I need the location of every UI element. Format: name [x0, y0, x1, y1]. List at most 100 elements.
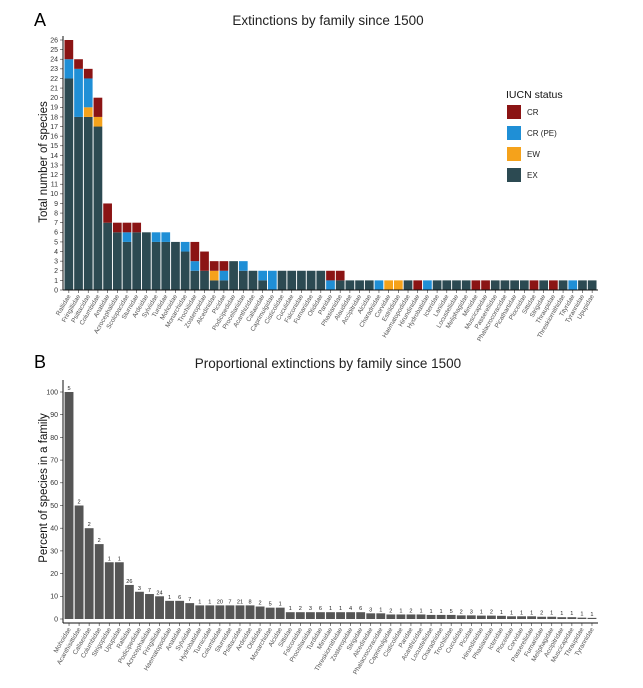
bar-acanthizidae-ex — [248, 270, 258, 290]
y-tick-label: 0 — [54, 616, 58, 623]
bar-paridae-cr-pe — [326, 280, 335, 290]
bar-thraupidae-cr — [549, 280, 558, 290]
bar-cuculidae-ex — [287, 270, 297, 290]
bar-phasianidae-ex — [335, 280, 345, 290]
chart-b-ylabel: Percent of species in a family — [38, 413, 50, 563]
bar-mohoidae-ex — [171, 241, 180, 290]
bar-count-label: 2 — [490, 610, 493, 616]
y-tick-label: 80 — [50, 435, 58, 442]
bar-count-label: 1 — [339, 606, 342, 612]
chart-a-legend: IUCN status CR CR (PE) EW EX — [506, 89, 563, 182]
bar-passerellidae — [527, 616, 537, 619]
bar-upupidae — [114, 562, 124, 619]
y-tick-label: 12 — [50, 172, 58, 179]
bar-count-label: 2 — [389, 608, 392, 614]
bar-callaeidae — [84, 528, 94, 619]
y-tick-label: 30 — [50, 548, 58, 555]
bar-count-label: 20 — [217, 599, 223, 605]
legend-swatch-ex — [507, 168, 521, 182]
bar-rallidae-cr-pe — [64, 59, 74, 79]
bar-locustellidae — [426, 614, 436, 619]
bar-trochilidae — [446, 614, 456, 619]
y-tick-label: 19 — [50, 105, 58, 112]
bar-count-label: 7 — [228, 599, 231, 605]
bar-count-label: 1 — [419, 608, 422, 614]
y-tick-label: 25 — [50, 47, 58, 54]
bar-zosteropidae-ex — [200, 270, 209, 290]
bar-count-label: 2 — [88, 522, 91, 528]
y-tick-label: 100 — [46, 389, 58, 396]
bar-count-label: 2 — [98, 538, 101, 544]
bar-sylviidae-ex — [151, 241, 161, 290]
y-tick-label: 16 — [50, 134, 58, 141]
bar-phalacrocoracidae-ex — [500, 280, 510, 290]
chart-a-ylabel: Total number of species — [38, 101, 50, 223]
legend-label-cr-pe: CR (PE) — [527, 129, 557, 138]
y-tick-label: 17 — [50, 124, 58, 131]
bar-count-label: 1 — [430, 609, 433, 615]
bar-count-label: 1 — [279, 602, 282, 608]
bar-rallidae-ex — [64, 78, 74, 290]
bar-count-label: 3 — [369, 607, 372, 613]
bar-meliphagidae — [547, 616, 557, 619]
bar-zosteropidae-cr — [200, 251, 209, 271]
bar-count-label: 1 — [510, 610, 513, 616]
bar-ploceidae-ex — [519, 280, 529, 290]
y-tick-label: 60 — [50, 480, 58, 487]
bar-paridae-cr — [326, 270, 335, 281]
bar-count-label: 2 — [78, 500, 81, 506]
bar-count-label: 1 — [208, 599, 211, 605]
y-tick-label: 14 — [50, 153, 58, 160]
bar-procellariidae-cr-pe — [238, 261, 248, 271]
bar-fringillidae — [155, 596, 164, 619]
bar-acrocephalidae-ex — [112, 232, 122, 290]
bar-caprimulgidae — [386, 614, 396, 619]
bar-acrocephalidae — [145, 594, 154, 619]
bar-charadriidae-cr-pe — [374, 280, 384, 290]
bar-count-label: 6 — [359, 606, 362, 612]
bar-phalacrocoracidae — [376, 613, 386, 619]
bar-count-label: 3 — [470, 609, 473, 615]
bar-accipitridae-ex — [355, 280, 364, 290]
bar-count-label: 1 — [530, 610, 533, 616]
bar-acanthisittidae — [74, 505, 84, 619]
bar-phasianidae — [486, 615, 496, 619]
chart-a-title: Extinctions by family since 1500 — [232, 13, 423, 28]
bar-alcidae-ex — [364, 280, 374, 290]
y-tick-label: 5 — [54, 239, 58, 246]
bar-count-label: 5 — [269, 602, 272, 608]
chart-b-title: Proportional extinctions by family since… — [195, 356, 461, 371]
bar-anatidae — [175, 600, 185, 619]
bar-picidae — [466, 615, 476, 619]
y-tick-label: 70 — [50, 458, 58, 465]
bar-count-label: 1 — [580, 612, 583, 618]
y-tick-label: 3 — [54, 259, 58, 266]
bar-count-label: 2 — [540, 611, 543, 617]
bar-callaeidae-cr-pe — [258, 270, 268, 281]
bar-corvidae-ew — [384, 280, 394, 290]
bar-count-label: 1 — [500, 610, 503, 616]
legend-swatch-cr-pe — [507, 126, 521, 140]
bar-icteridae-ex — [432, 280, 442, 290]
y-tick-label: 10 — [50, 594, 58, 601]
bar-hirundinidae-cr — [413, 280, 423, 290]
bar-count-label: 3 — [138, 586, 141, 592]
bar-muscicapidae-cr — [481, 280, 490, 290]
bar-count-label: 6 — [319, 606, 322, 612]
bar-estrildidae-ew — [393, 280, 403, 290]
bar-scolopacidae-cr-pe — [122, 232, 132, 242]
legend-label-ew: EW — [527, 150, 540, 159]
bar-hirundinidae — [476, 615, 486, 619]
bar-sittidae-cr — [529, 280, 539, 290]
bar-charadriidae — [436, 614, 446, 619]
bar-sylviidae — [185, 603, 195, 619]
bar-sittidae — [285, 612, 295, 619]
bar-turdidae-cr-pe — [161, 232, 171, 242]
bar-alaudidae-ex — [345, 280, 355, 290]
bar-count-label: 1 — [550, 611, 553, 617]
bar-count-label: 1 — [399, 608, 402, 614]
bar-acanthizidae — [416, 614, 426, 619]
y-tick-label: 7 — [54, 220, 58, 227]
bar-cisticolidae-ex — [277, 270, 287, 290]
y-tick-label: 21 — [50, 85, 58, 92]
